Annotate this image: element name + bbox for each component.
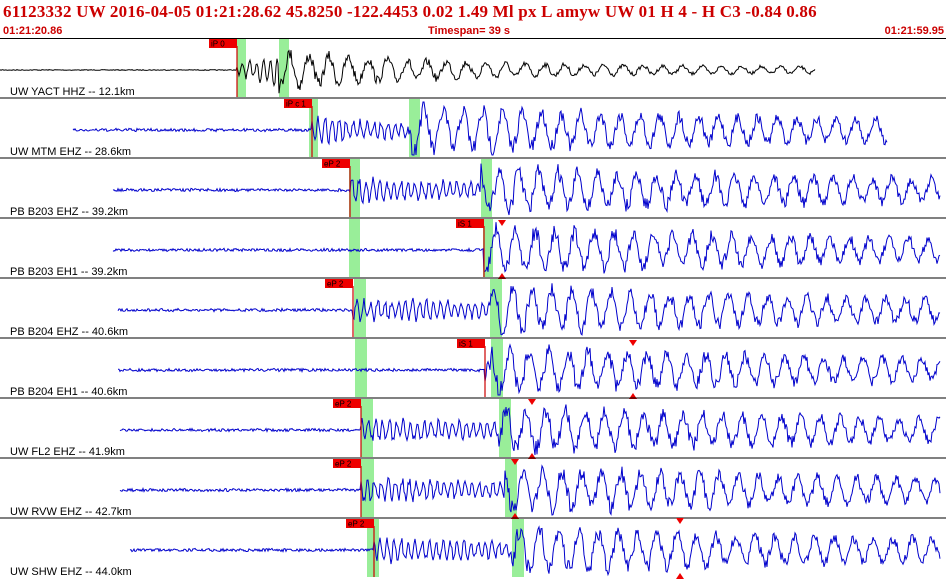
waveform (119, 464, 941, 516)
trace-row[interactable]: eP 2 UW FL2 EHZ -- 41.9km (0, 397, 946, 459)
waveform (119, 404, 941, 456)
amplitude-marker[interactable] (528, 399, 536, 405)
waveform (112, 163, 941, 216)
pick-flag[interactable] (333, 459, 361, 468)
pick-window (355, 339, 367, 397)
pick-flag[interactable] (333, 399, 361, 408)
trace-row[interactable]: iS 1 PB B204 EH1 -- 40.6km (0, 337, 946, 399)
pick-window (505, 459, 517, 517)
pick-window (354, 279, 366, 337)
station-label: UW RVW EHZ -- 42.7km (10, 506, 131, 518)
station-label: PB B203 EHZ -- 39.2km (10, 206, 128, 218)
station-label: UW FL2 EHZ -- 41.9km (10, 446, 125, 458)
pick-label: iP 0 (211, 40, 225, 49)
amplitude-marker[interactable] (498, 220, 506, 226)
pick-flag[interactable] (322, 159, 350, 168)
station-label: UW YACT HHZ -- 12.1km (10, 86, 135, 98)
waveform (118, 343, 941, 396)
pick-window (499, 399, 511, 457)
waveform (72, 101, 888, 156)
pick-window (483, 219, 493, 277)
waveform (0, 49, 816, 94)
pick-flag[interactable] (457, 339, 485, 348)
station-label: PB B204 EHZ -- 40.6km (10, 326, 128, 338)
pick-label: iP c 1 (286, 100, 306, 109)
window-end-time: 01:21:59.95 (884, 25, 944, 37)
amplitude-marker[interactable] (511, 459, 519, 465)
pick-label: eP 2 (348, 520, 365, 529)
trace-row[interactable]: eP 2 PB B204 EHZ -- 40.6km (0, 277, 946, 338)
waveform (129, 525, 941, 577)
pick-window (361, 459, 374, 517)
amplitude-marker[interactable] (676, 518, 684, 524)
pick-window (512, 519, 524, 577)
waveform (112, 222, 941, 274)
station-label: UW SHW EHZ -- 44.0km (10, 566, 132, 578)
pick-label: iS 1 (459, 340, 473, 349)
pick-label: iS 1 (458, 220, 472, 229)
pick-label: eP 2 (324, 160, 341, 169)
pick-flag[interactable] (456, 219, 484, 228)
event-header: 61123332 UW 2016-04-05 01:21:28.62 45.82… (0, 0, 946, 40)
pick-window (237, 39, 246, 97)
pick-window (409, 99, 420, 157)
timespan-label: Timespan= 39 s (428, 25, 511, 37)
trace-row[interactable]: iS 1 PB B203 EH1 -- 39.2km (0, 217, 946, 279)
waveform (117, 283, 941, 336)
pick-window (481, 159, 492, 217)
window-start-time: 01:21:20.86 (3, 25, 63, 37)
trace-row[interactable]: eP 2 PB B203 EHZ -- 39.2km (0, 157, 946, 218)
pick-flag[interactable] (209, 39, 237, 48)
event-title: 61123332 UW 2016-04-05 01:21:28.62 45.82… (3, 2, 817, 21)
trace-row[interactable]: eP 2 UW RVW EHZ -- 42.7km (0, 457, 946, 519)
pick-window (309, 99, 318, 157)
pick-window (349, 219, 360, 277)
trace-row[interactable]: iP 0 UW YACT HHZ -- 12.1km (0, 39, 816, 98)
pick-label: eP 2 (327, 280, 344, 289)
pick-flag[interactable] (346, 519, 374, 528)
seismogram-panel[interactable]: iP 0 UW YACT HHZ -- 12.1km iP c 1 UW MTM EH… (0, 38, 946, 580)
amplitude-marker[interactable] (676, 573, 684, 579)
trace-row[interactable]: iP c 1 UW MTM EHZ -- 28.6km (0, 97, 946, 158)
pick-flag[interactable] (284, 99, 312, 108)
station-label: UW MTM EHZ -- 28.6km (10, 146, 131, 158)
trace-row[interactable]: eP 2 UW SHW EHZ -- 44.0km (0, 517, 946, 579)
station-label: PB B203 EH1 -- 39.2km (10, 266, 127, 278)
pick-flag[interactable] (325, 279, 353, 288)
amplitude-marker[interactable] (629, 340, 637, 346)
pick-window (491, 339, 503, 397)
station-label: PB B204 EH1 -- 40.6km (10, 386, 127, 398)
pick-window (279, 39, 289, 97)
pick-window (490, 279, 502, 337)
pick-label: eP 2 (335, 400, 352, 409)
pick-window (349, 159, 360, 217)
pick-label: eP 2 (335, 460, 352, 469)
